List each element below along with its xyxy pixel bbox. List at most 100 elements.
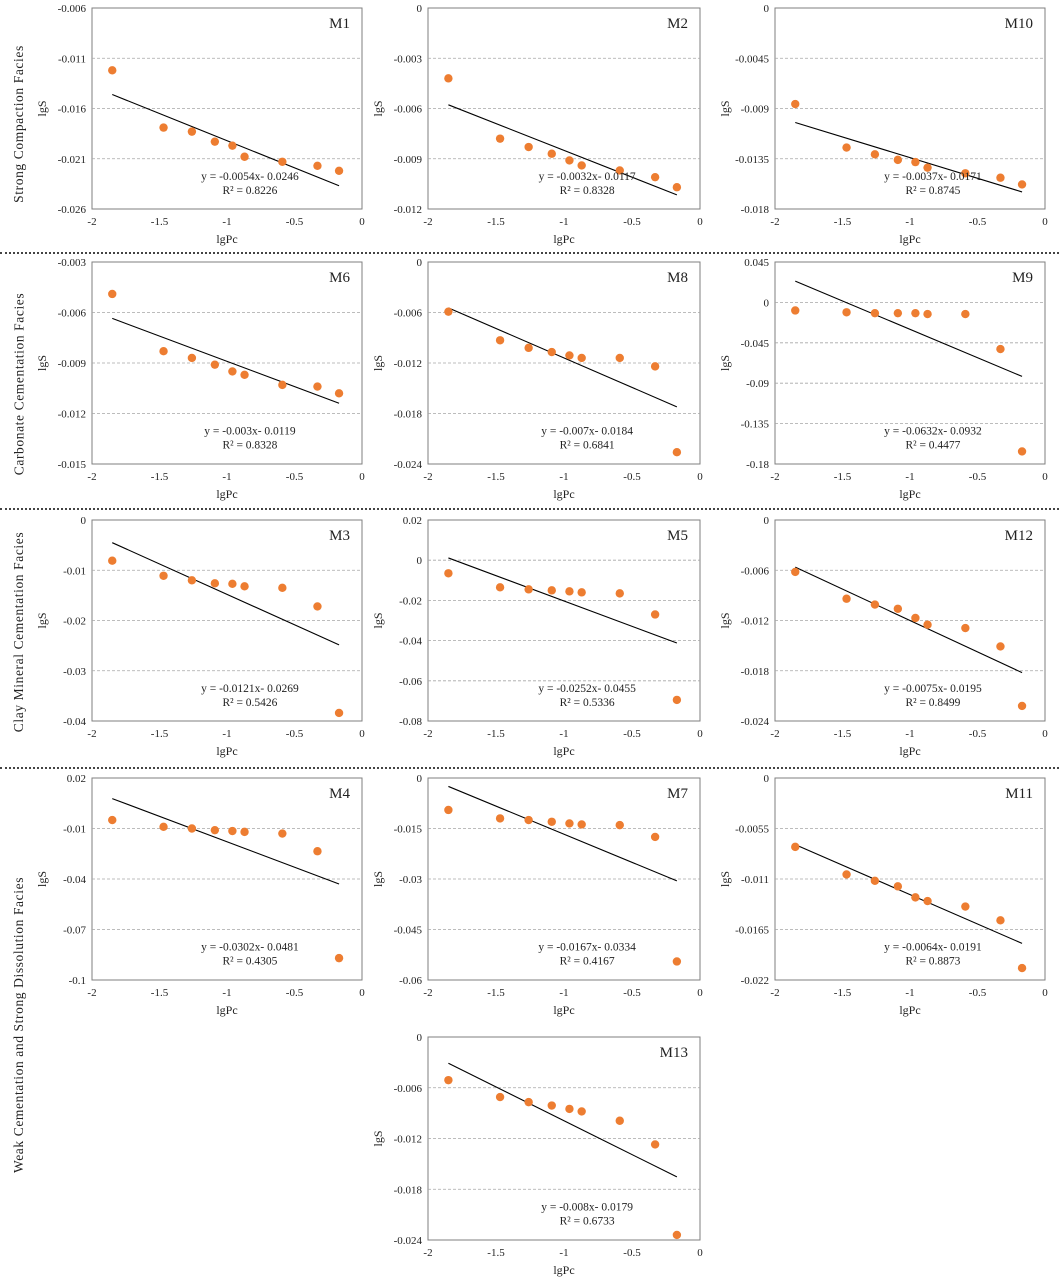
r-squared-label: R² = 0.8745 xyxy=(905,185,960,197)
panel-title: M4 xyxy=(329,786,350,802)
x-axis-label: lgPc xyxy=(899,744,920,758)
data-point xyxy=(565,819,574,828)
y-tick-label: -0.015 xyxy=(394,824,423,836)
x-tick-label: -2 xyxy=(87,987,96,999)
x-tick-label: -1.5 xyxy=(834,728,852,740)
data-point xyxy=(278,380,287,390)
r-squared-label: R² = 0.4167 xyxy=(560,956,615,968)
data-point xyxy=(996,344,1005,354)
trend-line xyxy=(448,1062,678,1178)
y-tick-label: -0.045 xyxy=(394,925,423,937)
y-tick-label: -0.018 xyxy=(741,666,770,678)
y-axis-label: lgS xyxy=(35,355,49,371)
data-point xyxy=(547,817,556,826)
x-axis-label: lgPc xyxy=(216,487,237,501)
x-tick-label: -1 xyxy=(222,728,231,740)
y-tick-label: -0.012 xyxy=(394,204,422,216)
trend-line xyxy=(795,566,1023,674)
r-squared-label: R² = 0.8226 xyxy=(222,185,277,197)
data-point xyxy=(187,127,197,136)
x-tick-label: 0 xyxy=(359,987,365,999)
x-tick-label: -0.5 xyxy=(286,728,304,740)
data-point xyxy=(565,351,574,360)
x-axis-label: lgPc xyxy=(553,232,574,246)
data-point xyxy=(893,155,903,165)
trend-line xyxy=(448,557,678,644)
regression-equation: y = -0.0032x- 0.0117 xyxy=(539,171,636,183)
y-tick-label: -0.012 xyxy=(394,358,422,370)
y-tick-label: -0.003 xyxy=(58,257,87,269)
x-tick-label: -0.5 xyxy=(286,987,304,999)
chart-m12: -0.024 -0.018 -0.012 -0.006 0 -2 -1.5 -1 -0.5 0 lg… xyxy=(718,515,1048,758)
y-tick-label: -0.0045 xyxy=(735,53,769,65)
x-tick-label: -2 xyxy=(423,216,432,228)
x-axis-label: lgPc xyxy=(899,232,920,246)
panel-title: M8 xyxy=(667,270,688,286)
y-axis-label: lgS xyxy=(718,871,732,887)
y-tick-label: -0.009 xyxy=(741,104,770,116)
panel-title: M13 xyxy=(660,1045,688,1061)
data-point xyxy=(577,588,586,597)
data-point xyxy=(911,308,920,318)
panel-title: M1 xyxy=(329,16,350,32)
data-point xyxy=(842,870,851,879)
x-tick-label: -1 xyxy=(559,216,568,228)
trend-line xyxy=(112,94,340,187)
x-tick-label: -0.5 xyxy=(969,987,987,999)
chart-m7: -0.06 -0.045 -0.03 -0.015 0 -2 -1.5 -1 -0.5 0 lgPc… xyxy=(371,773,703,1017)
y-tick-label: 0 xyxy=(417,555,423,567)
y-axis-label: lgS xyxy=(371,612,385,628)
x-tick-label: 0 xyxy=(1042,471,1048,483)
x-tick-label: 0 xyxy=(359,728,365,740)
trend-line xyxy=(448,104,678,196)
data-point xyxy=(842,308,851,317)
r-squared-label: R² = 0.4477 xyxy=(905,440,960,452)
data-point xyxy=(108,289,117,299)
data-point xyxy=(961,902,970,911)
y-tick-label: -0.006 xyxy=(58,308,87,320)
chart-m2: -0.012 -0.009 -0.006 -0.003 0 -2 -1.5 -1 -0.5 0 lg… xyxy=(371,3,703,246)
regression-equation: y = -0.0302x- 0.0481 xyxy=(201,942,299,954)
x-tick-label: 0 xyxy=(697,987,703,999)
y-tick-label: -0.04 xyxy=(63,874,86,886)
data-point xyxy=(313,847,322,856)
y-tick-label: -0.01 xyxy=(63,824,86,836)
data-point xyxy=(159,822,168,832)
x-tick-label: 0 xyxy=(697,728,703,740)
x-axis-label: lgPc xyxy=(216,1003,237,1017)
y-axis-label: lgS xyxy=(371,355,385,371)
x-axis-label: lgPc xyxy=(216,744,237,758)
data-point xyxy=(495,814,505,823)
data-point xyxy=(577,353,586,363)
y-tick-label: -0.0165 xyxy=(735,925,769,937)
data-point xyxy=(791,99,800,109)
data-point xyxy=(1017,701,1027,711)
data-point xyxy=(923,896,932,906)
regression-equation: y = -0.0121x- 0.0269 xyxy=(201,683,299,695)
data-point xyxy=(210,137,220,146)
y-tick-label: -0.09 xyxy=(746,378,769,390)
data-point xyxy=(524,142,533,152)
data-point xyxy=(495,336,505,345)
data-point xyxy=(577,820,586,829)
trend-line xyxy=(795,844,1023,944)
x-tick-label: -0.5 xyxy=(623,987,641,999)
data-point xyxy=(565,1104,574,1114)
data-point xyxy=(278,829,287,838)
chart-m6: -0.015 -0.012 -0.009 -0.006 -0.003 -2 -1.5 -1 -0… xyxy=(35,257,365,501)
y-tick-label: 0 xyxy=(764,3,770,15)
data-point xyxy=(961,309,970,319)
data-point xyxy=(240,827,249,837)
data-point xyxy=(615,166,624,175)
r-squared-label: R² = 0.4305 xyxy=(222,956,277,968)
data-point xyxy=(791,306,800,315)
y-tick-label: -0.1 xyxy=(69,975,86,987)
y-axis-label: lgS xyxy=(35,100,49,116)
data-point xyxy=(870,600,880,609)
regression-equation: y = -0.0075x- 0.0195 xyxy=(884,683,982,695)
x-tick-label: -2 xyxy=(87,471,96,483)
y-tick-label: -0.01 xyxy=(63,565,86,577)
data-point xyxy=(615,1116,624,1125)
data-point xyxy=(159,123,168,132)
data-point xyxy=(893,604,903,613)
